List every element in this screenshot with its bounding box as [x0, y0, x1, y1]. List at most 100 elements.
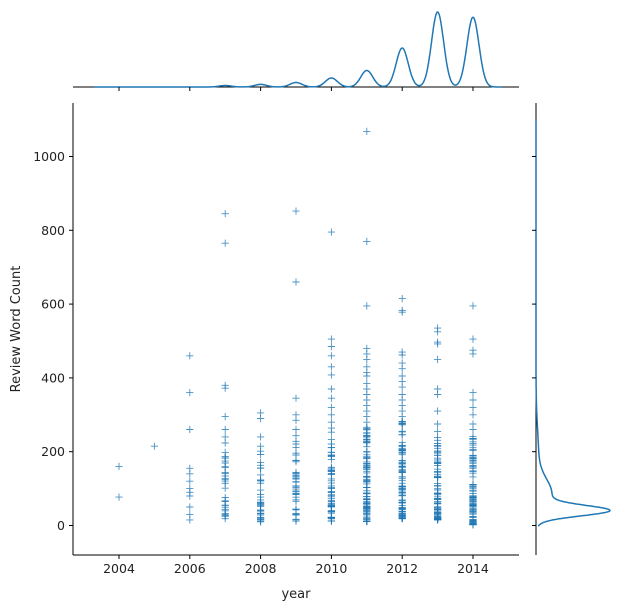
data-point	[257, 479, 265, 487]
data-point	[363, 127, 371, 135]
x-marginal-kde	[73, 11, 519, 91]
data-point	[221, 439, 229, 447]
data-point	[327, 342, 335, 351]
data-point	[115, 493, 123, 501]
data-point	[398, 351, 406, 359]
data-point	[469, 495, 477, 504]
data-point	[469, 403, 477, 411]
data-point	[292, 469, 300, 477]
data-point	[363, 454, 371, 462]
data-point	[257, 461, 265, 469]
data-point	[327, 363, 335, 371]
data-point	[221, 454, 229, 462]
x-tick-label: 2006	[174, 561, 206, 576]
x-tick-label: 2004	[103, 561, 135, 576]
data-point	[327, 385, 335, 393]
data-point	[434, 499, 442, 507]
data-point	[186, 352, 194, 360]
data-point	[434, 390, 442, 399]
data-point	[398, 295, 406, 303]
data-point	[434, 420, 442, 428]
data-point	[186, 492, 194, 500]
data-point	[292, 489, 300, 497]
data-point	[469, 505, 477, 513]
y-tick-label: 600	[41, 297, 65, 312]
data-point	[363, 429, 371, 437]
data-point	[292, 394, 300, 402]
data-point	[434, 462, 442, 470]
data-point	[221, 515, 229, 523]
data-point	[221, 433, 229, 441]
data-point	[186, 470, 194, 478]
data-point	[469, 447, 477, 455]
data-point	[186, 516, 194, 524]
data-point	[434, 482, 442, 490]
data-point	[398, 514, 406, 522]
x-marginal-ticks	[118, 87, 474, 91]
data-point	[469, 425, 477, 434]
data-point	[186, 425, 194, 434]
data-point	[257, 433, 265, 441]
y-axis-ticks: 0 200 400 600 800 1000	[33, 149, 73, 533]
data-point	[221, 469, 229, 477]
x-marginal-kde-curve	[94, 11, 502, 88]
y-marginal-kde-curve	[535, 119, 611, 527]
data-point	[434, 512, 442, 520]
data-point	[327, 440, 335, 448]
data-point	[327, 488, 335, 496]
data-point	[469, 519, 477, 527]
data-point	[221, 384, 229, 392]
x-tick-label: 2010	[315, 561, 347, 576]
data-point	[221, 413, 229, 421]
y-tick-label: 400	[41, 370, 65, 385]
data-point	[434, 427, 442, 435]
data-point	[292, 482, 300, 490]
data-point	[363, 302, 371, 310]
y-axis-label: Review Word Count	[9, 266, 24, 393]
data-point	[257, 499, 265, 507]
data-point	[398, 488, 406, 497]
data-point	[363, 502, 371, 510]
data-point	[327, 352, 335, 360]
data-point	[363, 443, 371, 451]
data-point	[469, 389, 477, 397]
data-point	[398, 365, 406, 373]
data-point	[150, 442, 158, 450]
data-point	[398, 447, 406, 455]
data-point	[434, 490, 442, 498]
data-point	[292, 432, 300, 440]
data-point	[292, 440, 300, 448]
data-point	[327, 496, 335, 504]
data-point	[469, 482, 477, 490]
y-tick-label: 800	[41, 223, 65, 238]
data-point	[221, 484, 229, 492]
main-plot: 2004 2006 2008 2010 2012 2014 0 200 400 600 800 10…	[9, 103, 519, 602]
y-tick-label: 1000	[33, 149, 65, 164]
data-point	[327, 335, 335, 343]
data-point	[292, 449, 300, 457]
data-point	[257, 486, 265, 494]
data-point	[434, 340, 442, 348]
data-point	[327, 228, 335, 236]
data-point	[257, 518, 265, 526]
data-point	[327, 456, 335, 464]
data-point	[327, 371, 335, 379]
data-point	[327, 411, 335, 419]
data-point	[398, 308, 406, 316]
data-point	[434, 407, 442, 415]
data-point	[257, 414, 265, 423]
data-point	[363, 237, 371, 245]
data-point	[434, 328, 442, 336]
data-point	[292, 278, 300, 286]
data-point	[115, 462, 123, 470]
data-point	[363, 469, 371, 477]
data-point	[186, 477, 194, 485]
data-point	[469, 350, 477, 358]
data-point	[363, 372, 371, 380]
data-point	[469, 411, 477, 419]
data-point	[434, 474, 442, 482]
data-point	[434, 448, 442, 456]
data-point	[292, 416, 300, 424]
x-tick-label: 2014	[457, 561, 489, 576]
